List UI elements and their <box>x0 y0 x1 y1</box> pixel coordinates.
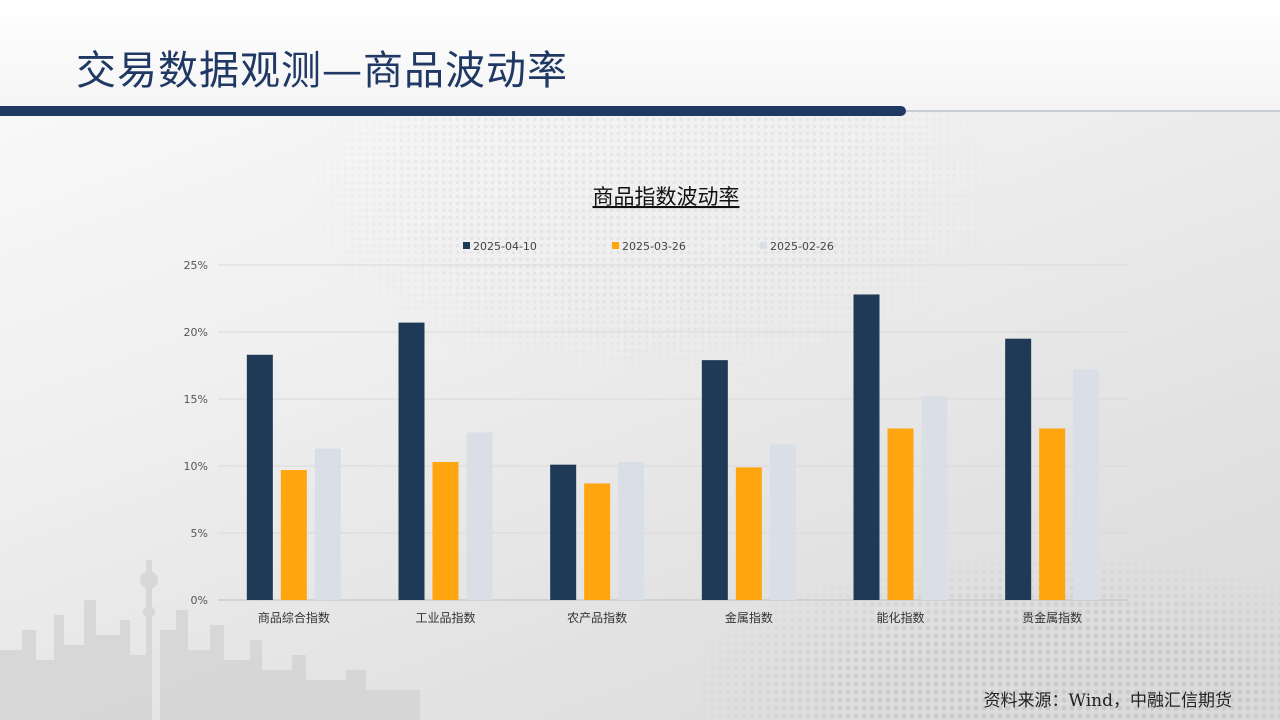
bar <box>921 396 948 600</box>
page-title: 交易数据观测—商品波动率 <box>76 48 568 94</box>
bar <box>853 294 880 600</box>
source-note: 资料来源：Wind，中融汇信期货 <box>983 691 1232 711</box>
city-skyline-decoration <box>0 560 420 720</box>
bar <box>398 322 425 600</box>
x-tick-label: 农产品指数 <box>567 610 627 625</box>
bar <box>432 461 459 600</box>
legend-label: 2025-04-10 <box>473 240 537 253</box>
legend-label: 2025-03-26 <box>622 240 686 253</box>
legend-label: 2025-02-26 <box>770 240 834 253</box>
x-tick-label: 能化指数 <box>876 610 924 625</box>
x-tick-label: 商品综合指数 <box>258 610 330 625</box>
chart-bars <box>246 294 1100 600</box>
bar <box>618 461 645 600</box>
x-tick-label: 贵金属指数 <box>1022 610 1082 625</box>
y-tick-label: 10% <box>184 460 208 473</box>
title-rule <box>0 106 906 116</box>
y-tick-label: 15% <box>184 393 208 406</box>
legend-swatch <box>760 242 767 249</box>
header-band <box>0 0 1280 112</box>
bar <box>314 448 341 600</box>
bar <box>1005 338 1032 600</box>
dots-decoration-bottom <box>700 560 1280 720</box>
x-axis-labels: 商品综合指数 工业品指数 农产品指数 金属指数 能化指数 贵金属指数 <box>258 610 1082 625</box>
x-tick-label: 工业品指数 <box>415 610 475 625</box>
bar <box>701 360 728 600</box>
y-tick-label: 0% <box>191 594 208 607</box>
bar <box>550 464 577 600</box>
y-tick-label: 25% <box>184 259 208 272</box>
chart-legend: 2025-04-10 2025-03-26 2025-02-26 <box>463 240 834 253</box>
bar <box>1039 428 1066 600</box>
y-tick-label: 5% <box>191 527 208 540</box>
bar <box>735 467 762 600</box>
legend-swatch <box>463 242 470 249</box>
title-rule-thin <box>906 110 1280 112</box>
bar <box>769 444 796 600</box>
y-axis-ticks: 0% 5% 10% 15% 20% 25% <box>184 259 208 607</box>
bar <box>246 354 273 600</box>
bar <box>280 470 307 600</box>
bar <box>466 432 493 600</box>
y-tick-label: 20% <box>184 326 208 339</box>
chart-title: 商品指数波动率 <box>593 185 740 209</box>
bar <box>1073 369 1100 600</box>
bar <box>584 483 611 600</box>
x-tick-label: 金属指数 <box>725 610 773 625</box>
chart-gridlines <box>218 264 1128 601</box>
bar <box>887 428 914 600</box>
legend-swatch <box>612 242 619 249</box>
